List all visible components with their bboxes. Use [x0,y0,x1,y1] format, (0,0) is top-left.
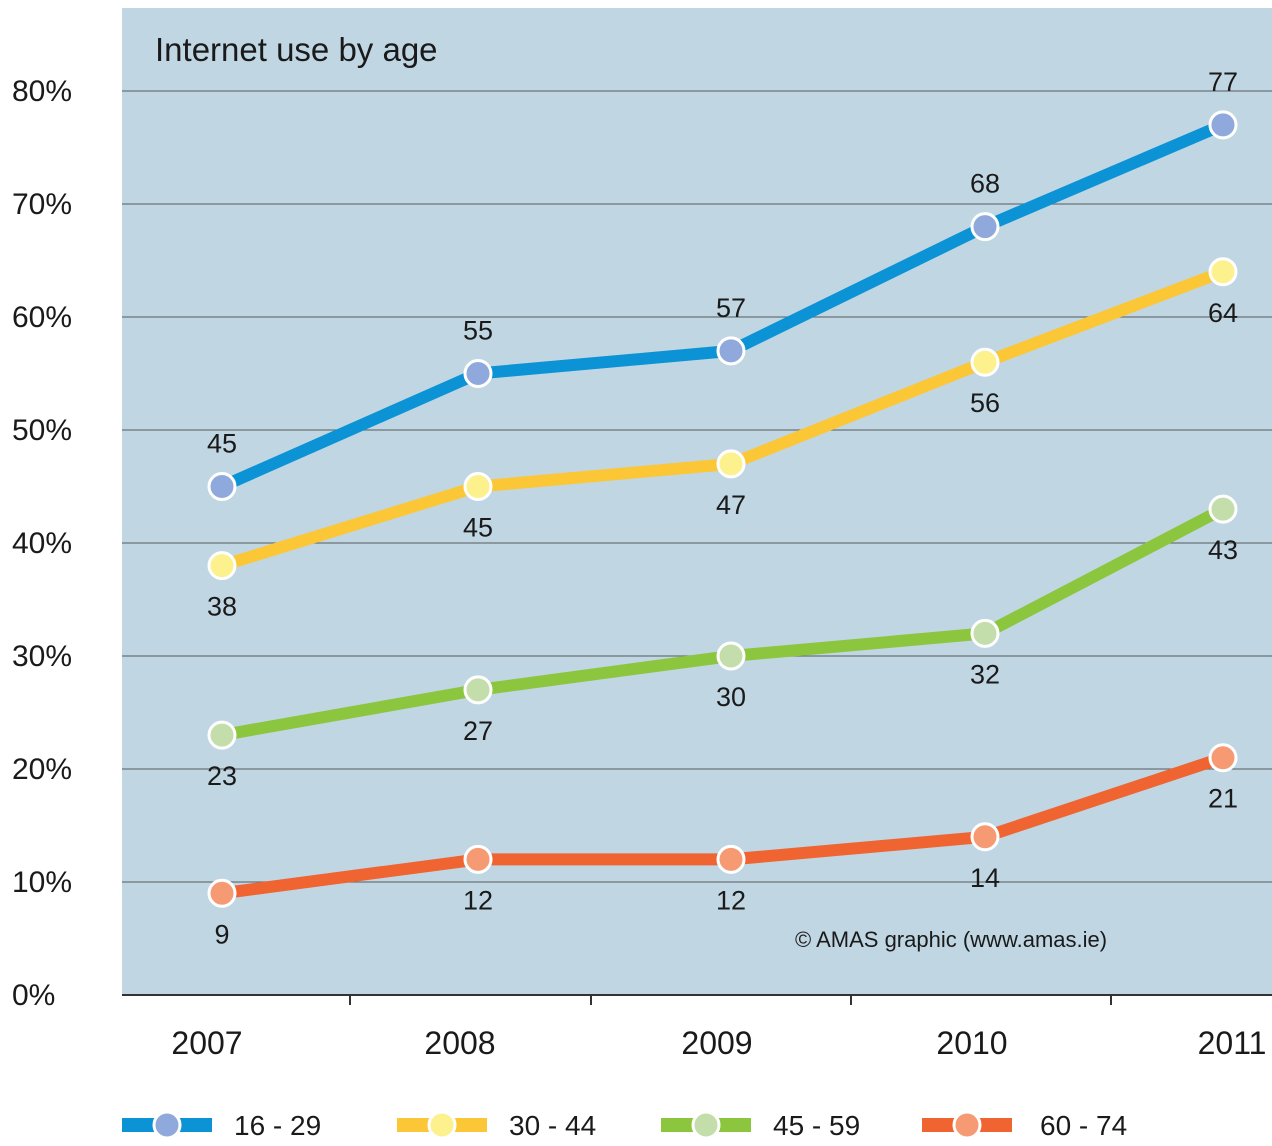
data-label: 38 [207,592,237,622]
series-45-59: 23 27 30 32 43 [207,494,1238,791]
legend-item: 30 - 44 [397,1110,596,1141]
data-label: 55 [463,316,493,346]
data-label: 21 [1208,784,1238,814]
y-tick-label: 0% [12,979,55,1012]
data-point [716,449,746,479]
y-tick-label: 30% [12,640,72,673]
y-tick-label: 70% [12,188,72,221]
series-30-44: 38 45 47 56 64 [207,257,1238,622]
x-tick-label: 2009 [681,1025,752,1061]
legend-label: 45 - 59 [773,1110,860,1141]
data-label: 30 [716,682,746,712]
data-label: 23 [207,761,237,791]
data-label: 45 [207,429,237,459]
data-label: 9 [214,919,229,949]
data-point [1208,257,1238,287]
data-point [970,822,1000,852]
x-tick-label: 2011 [1198,1025,1267,1061]
data-point [970,347,1000,377]
legend-label: 60 - 74 [1040,1110,1127,1141]
legend-label: 16 - 29 [234,1110,321,1141]
x-tick-label: 2007 [171,1025,242,1061]
plot-background [122,8,1272,995]
legend-marker [952,1110,982,1140]
data-point [207,551,237,581]
data-label: 45 [463,513,493,543]
data-point [463,359,493,388]
data-point [1208,110,1238,140]
data-label: 77 [1208,67,1238,97]
data-label: 57 [716,293,746,323]
y-tick-label: 80% [12,75,72,108]
legend-marker [427,1110,457,1140]
x-tick-label: 2008 [424,1025,495,1061]
legend-item: 60 - 74 [922,1110,1127,1141]
data-label: 32 [970,659,1000,689]
data-label: 47 [716,490,746,520]
y-tick-labels: 0% 10% 20% 30% 40% 50% 60% 70% 80% [12,75,72,1012]
legend-marker [691,1110,721,1140]
data-point [207,878,237,908]
chart-title: Internet use by age [155,31,438,68]
data-point [463,844,493,874]
data-point [970,618,1000,648]
data-label: 12 [716,885,746,915]
y-tick-label: 20% [12,753,72,786]
legend-item: 45 - 59 [661,1110,860,1141]
x-tick-label: 2010 [936,1025,1007,1061]
series-60-74: 9 12 12 14 21 [207,743,1238,949]
data-label: 43 [1208,535,1238,565]
legend-item: 16 - 29 [122,1110,321,1141]
data-point [207,720,237,750]
data-label: 14 [970,863,1000,893]
data-label: 27 [463,716,493,746]
data-point [716,844,746,874]
legend-label: 30 - 44 [509,1110,596,1141]
data-point [1208,743,1238,773]
data-point [463,675,493,705]
chart-credit: © AMAS graphic (www.amas.ie) [795,927,1107,952]
data-point [970,212,1000,242]
y-tick-label: 40% [12,527,72,560]
series-lines: 45 55 57 68 77 38 45 47 56 64 23 27 30 32 43 9 12 12 14 21 [207,67,1238,949]
data-point [716,336,746,366]
data-label: 68 [970,169,1000,199]
data-point [1208,494,1238,524]
legend-marker [152,1110,182,1140]
legend: 16 - 29 30 - 44 45 - 59 60 - 74 [122,1110,1127,1141]
data-label: 64 [1208,298,1238,328]
x-axis: 2007 2008 2009 2010 2011 [122,994,1272,1061]
y-tick-label: 50% [12,414,72,447]
y-tick-label: 10% [12,866,72,899]
y-tick-label: 60% [12,301,72,334]
data-label: 56 [970,388,1000,418]
data-point [207,472,237,501]
series-16-29: 45 55 57 68 77 [207,67,1238,501]
data-label: 12 [463,885,493,915]
data-point [463,472,493,501]
data-point [716,641,746,671]
